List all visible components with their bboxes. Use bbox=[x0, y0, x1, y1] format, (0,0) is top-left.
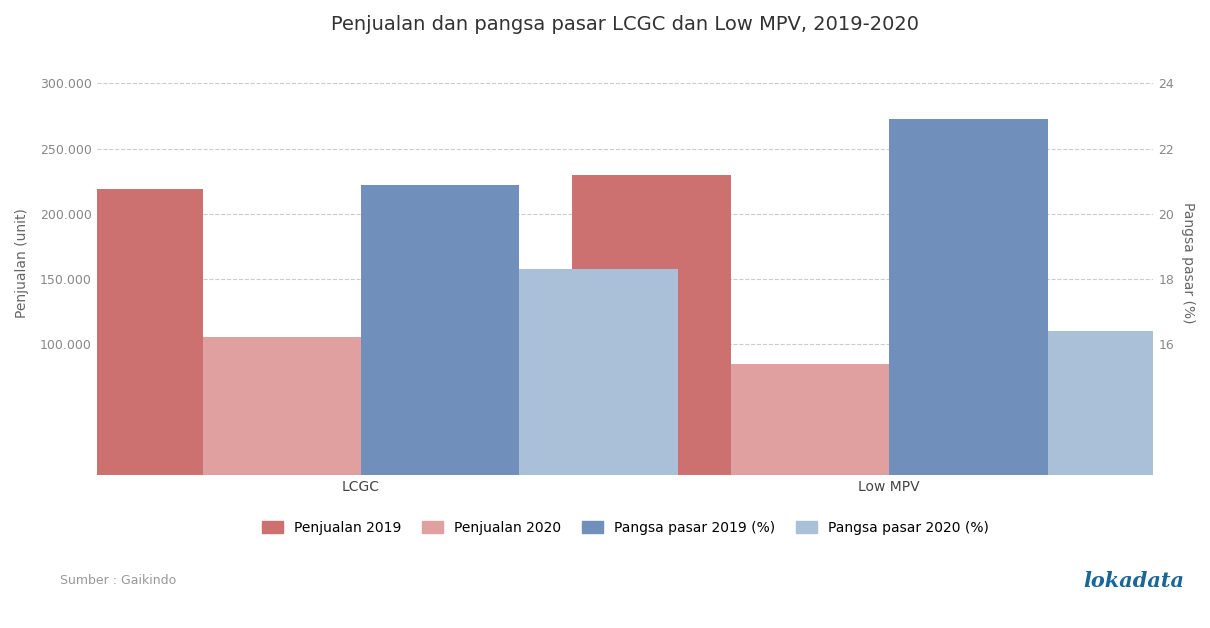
Bar bbox=[361, 185, 519, 628]
Title: Penjualan dan pangsa pasar LCGC dan Low MPV, 2019-2020: Penjualan dan pangsa pasar LCGC dan Low … bbox=[332, 15, 920, 34]
Legend: Penjualan 2019, Penjualan 2020, Pangsa pasar 2019 (%), Pangsa pasar 2020 (%): Penjualan 2019, Penjualan 2020, Pangsa p… bbox=[257, 515, 995, 540]
Text: Sumber : Gaikindo: Sumber : Gaikindo bbox=[60, 574, 177, 587]
Bar bbox=[572, 175, 731, 475]
Bar bbox=[1048, 332, 1206, 628]
Bar bbox=[202, 337, 361, 475]
Y-axis label: Pangsa pasar (%): Pangsa pasar (%) bbox=[1181, 202, 1195, 323]
Bar bbox=[44, 189, 202, 475]
Text: lokadata: lokadata bbox=[1083, 571, 1183, 591]
Y-axis label: Penjualan (unit): Penjualan (unit) bbox=[15, 208, 29, 318]
Bar bbox=[519, 269, 678, 628]
Bar bbox=[889, 119, 1048, 628]
Bar bbox=[731, 364, 889, 475]
